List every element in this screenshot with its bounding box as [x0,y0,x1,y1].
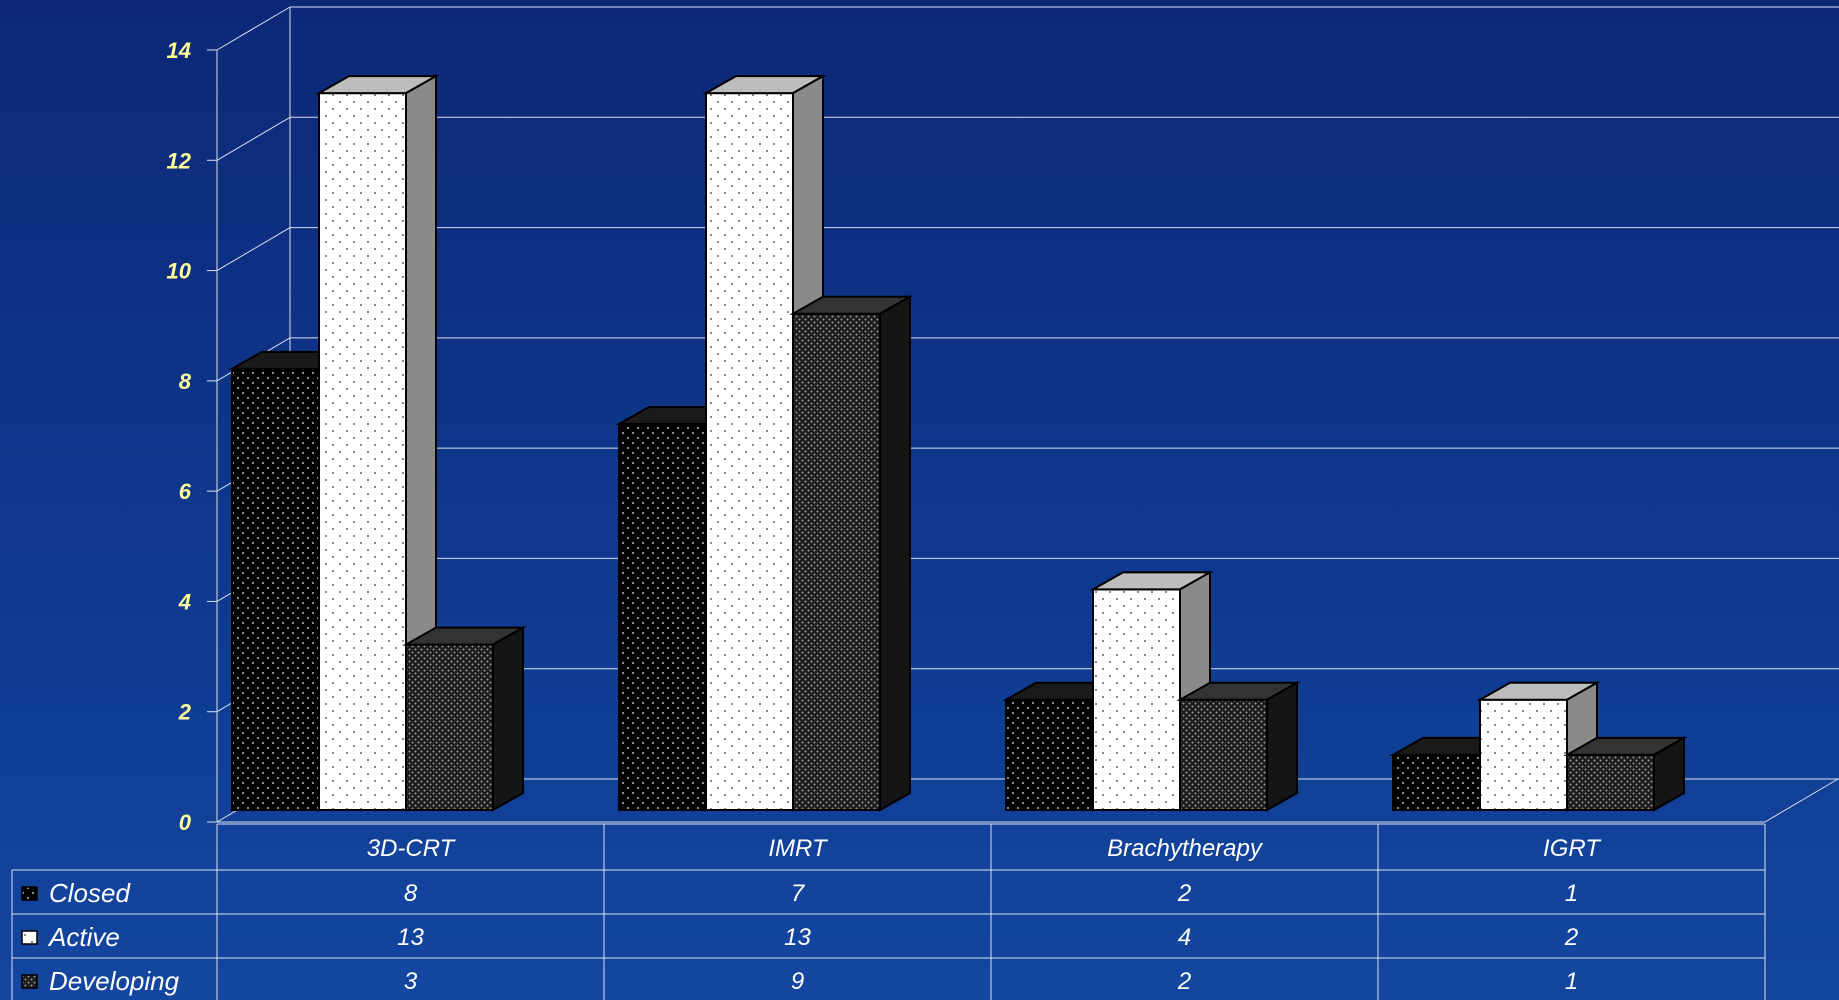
legend-label: Developing [49,966,180,996]
gridline-side [216,116,291,161]
y-tick-label: 10 [167,259,192,284]
legend-label: Closed [49,878,131,908]
x-category-label: Brachytherapy [1107,835,1264,862]
data-label: 1 [1565,880,1578,907]
bar-front [1479,698,1568,812]
bar-front [618,423,707,811]
bar-side [879,294,911,812]
bar-side [492,625,524,812]
legend-label: Active [47,922,120,952]
y-axis-ticks: 0 2 4 6 8 10 12 14 [167,38,192,835]
bar-side [1266,680,1298,812]
data-label: 2 [1177,880,1191,907]
y-tick-label: 12 [167,148,192,173]
data-label: 13 [397,924,424,951]
bar-front [1566,753,1655,811]
y-tick-label: 14 [167,38,191,63]
bar-front [318,92,407,811]
bar-front [1092,588,1181,812]
data-label: 1 [1565,968,1578,995]
bar [789,294,914,812]
legend-swatch [21,974,38,989]
data-label: 2 [1177,968,1191,995]
y-tick-label: 8 [179,369,192,394]
bar-front [405,643,494,811]
data-label: 7 [791,880,806,907]
data-label: 9 [791,968,804,995]
bar-front [1179,698,1268,812]
bar-front [231,367,320,811]
gridlines [207,6,1839,823]
bar [1176,680,1301,812]
bar [1563,736,1688,812]
data-label: 13 [784,924,811,951]
bar-front [792,312,881,811]
legend-swatch [21,886,38,901]
gridline-side [216,6,291,51]
data-table: 3D-CRT IMRT Brachytherapy IGRT Closed 8 7 2 1 Act… [11,823,1766,1000]
y-tick-label: 0 [179,810,192,835]
data-label: 3 [404,968,418,995]
bar-side [1653,736,1685,812]
y-tick-label: 4 [178,589,191,614]
y-tick-label: 6 [179,479,192,504]
data-label: 2 [1564,924,1578,951]
bar-front [1392,753,1481,811]
data-label: 8 [404,880,418,907]
gridline-side [216,227,291,272]
legend-swatch [21,930,38,945]
bar-front [705,92,794,811]
bars [228,74,1688,812]
bar-front [1005,698,1094,812]
x-category-label: IGRT [1543,835,1602,862]
bar [402,625,527,812]
data-label: 4 [1178,924,1191,951]
x-category-label: 3D-CRT [367,835,457,862]
x-category-label: IMRT [768,835,829,862]
floor-right-edge [1764,778,1839,823]
y-tick-label: 2 [178,700,192,725]
